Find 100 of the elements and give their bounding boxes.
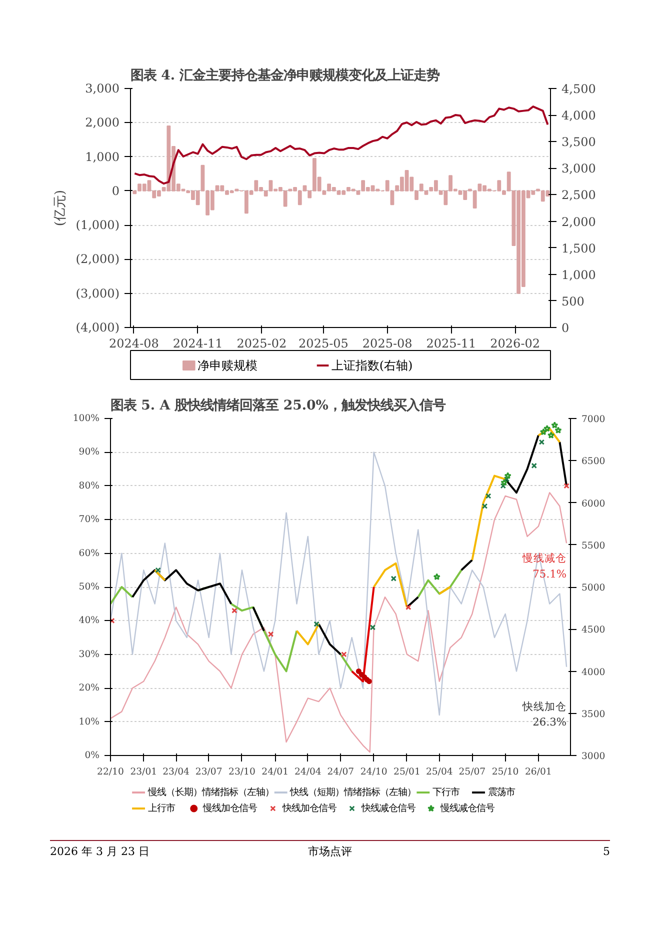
point	[356, 668, 362, 674]
x-tick-label: 26/01	[525, 766, 552, 778]
y-tick-label: (2,000)	[76, 252, 120, 266]
y-tick-label: 10%	[78, 716, 100, 728]
point	[268, 631, 274, 638]
y-axis-title: (亿元)	[52, 190, 68, 226]
x-tick-label: 2025-05	[298, 336, 348, 350]
point	[433, 573, 440, 580]
y2-tick-label: 6500	[582, 456, 606, 468]
y-tick-label: 0	[112, 184, 120, 198]
y-tick-label: 60%	[78, 548, 100, 559]
legend-label: 震荡市	[488, 787, 515, 798]
point	[500, 478, 508, 486]
point	[314, 621, 320, 627]
point	[564, 483, 570, 489]
point	[504, 472, 512, 479]
x-tick-label: 25/10	[492, 766, 519, 778]
point	[370, 624, 376, 630]
y2-tick-label: 3500	[582, 708, 606, 720]
x-tick-label: 23/04	[162, 766, 190, 778]
x-tick-label: 24/01	[262, 766, 289, 778]
y2-tick-label: 6000	[582, 498, 606, 510]
y-tick-label: (3,000)	[76, 286, 120, 300]
y-tick-label: 40%	[78, 615, 100, 626]
x-tick-label: 23/01	[130, 766, 158, 778]
x-tick-label: 23/07	[195, 766, 222, 778]
line-series	[134, 106, 549, 185]
line-series	[110, 452, 568, 716]
x-tick-label: 2026-02	[490, 336, 540, 350]
legend-label: 净申赎规模	[197, 358, 258, 372]
legend-label: 慢线减仓信号	[439, 803, 494, 814]
legend-label: 快线（短期）情绪指标（左轴）	[289, 787, 416, 798]
y-tick-label: 20%	[78, 682, 100, 694]
chart-title: 图表 5. A 股快线情绪回落至 25.0%，触发快线买入信号	[110, 398, 446, 414]
x-tick-label: 25/07	[458, 766, 486, 778]
y-tick-label: 50%	[78, 582, 100, 592]
x-tick-label: 24/07	[327, 766, 354, 778]
chart-title: 图表 4. 汇金主要持仓基金净申赎规模变化及上证走势	[130, 68, 440, 84]
annotation: 快线加仓 26.3%	[522, 700, 567, 729]
y2-tick-label: 4,000	[562, 108, 596, 123]
x-tick-label: 2025-08	[362, 336, 412, 350]
y2-tick-label: 4500	[582, 624, 606, 636]
point	[390, 576, 397, 582]
y2-tick-label: 3,000	[562, 162, 596, 176]
text: 5	[602, 844, 610, 860]
y2-tick-label: 1,500	[562, 241, 596, 256]
legend-label: 快线减仓信号	[360, 803, 416, 814]
annotation: 慢线减仓 75.1%	[522, 552, 567, 580]
y-tick-label: 1,000	[85, 150, 120, 164]
legend-label: 下行市	[432, 787, 460, 798]
y2-tick-label: 0	[562, 321, 570, 335]
y2-tick-label: 2,000	[562, 214, 596, 229]
point	[341, 652, 347, 658]
point	[551, 421, 558, 428]
y-tick-label: 2,000	[85, 116, 120, 130]
point	[554, 426, 562, 434]
legend-label: 上行市	[148, 803, 175, 814]
y2-tick-label: 4000	[582, 666, 606, 678]
x-tick-label: 25/04	[426, 766, 453, 778]
x-tick-label: 24/10	[360, 766, 388, 778]
x-tick-label: 2025-11	[426, 336, 476, 350]
y-tick-label: (1,000)	[76, 218, 120, 232]
point	[547, 432, 555, 439]
y2-tick-label: 2,500	[562, 188, 596, 202]
point	[486, 493, 492, 499]
point	[482, 503, 488, 509]
x-tick-label: 25/01	[394, 766, 420, 778]
point	[500, 483, 506, 489]
x-tick-label: 2024-11	[172, 336, 223, 350]
legend-label: 上证指数(右轴)	[331, 358, 413, 372]
line-series	[110, 492, 568, 753]
y2-tick-label: 500	[562, 294, 584, 308]
y2-tick-label: 5000	[582, 582, 606, 594]
y-tick-label: 90%	[78, 446, 100, 458]
y-tick-label: 3,000	[85, 82, 120, 96]
x-tick-label: 2024-08	[109, 336, 159, 350]
x-tick-label: 24/04	[294, 766, 322, 778]
y2-tick-label: 1,000	[562, 268, 596, 282]
y-tick-label: (4,000)	[76, 320, 120, 334]
legend-label: 慢线加仓信号	[202, 803, 258, 814]
point	[406, 604, 412, 610]
y-tick-label: 100%	[72, 413, 100, 424]
y2-tick-label: 5500	[582, 540, 606, 552]
x-tick-label: 22/10	[97, 766, 124, 778]
text: 市场点评	[307, 844, 353, 860]
point	[531, 462, 537, 469]
y-tick-label: 0%	[84, 750, 100, 761]
point	[232, 608, 238, 614]
point	[543, 424, 551, 432]
y2-tick-label: 4,500	[562, 82, 596, 96]
point	[155, 567, 161, 574]
y-tick-label: 80%	[78, 480, 100, 492]
x-tick-label: 23/10	[228, 766, 256, 778]
y2-tick-label: 7000	[582, 414, 606, 425]
text: 2026 年 3 月 23 日	[50, 844, 150, 860]
legend-label: 慢线（长期）情绪指标（左轴）	[146, 787, 274, 798]
y2-tick-label: 3,500	[562, 135, 596, 150]
legend-label: 快线加仓信号	[281, 803, 336, 814]
y-tick-label: 70%	[78, 514, 100, 526]
point	[538, 439, 545, 445]
